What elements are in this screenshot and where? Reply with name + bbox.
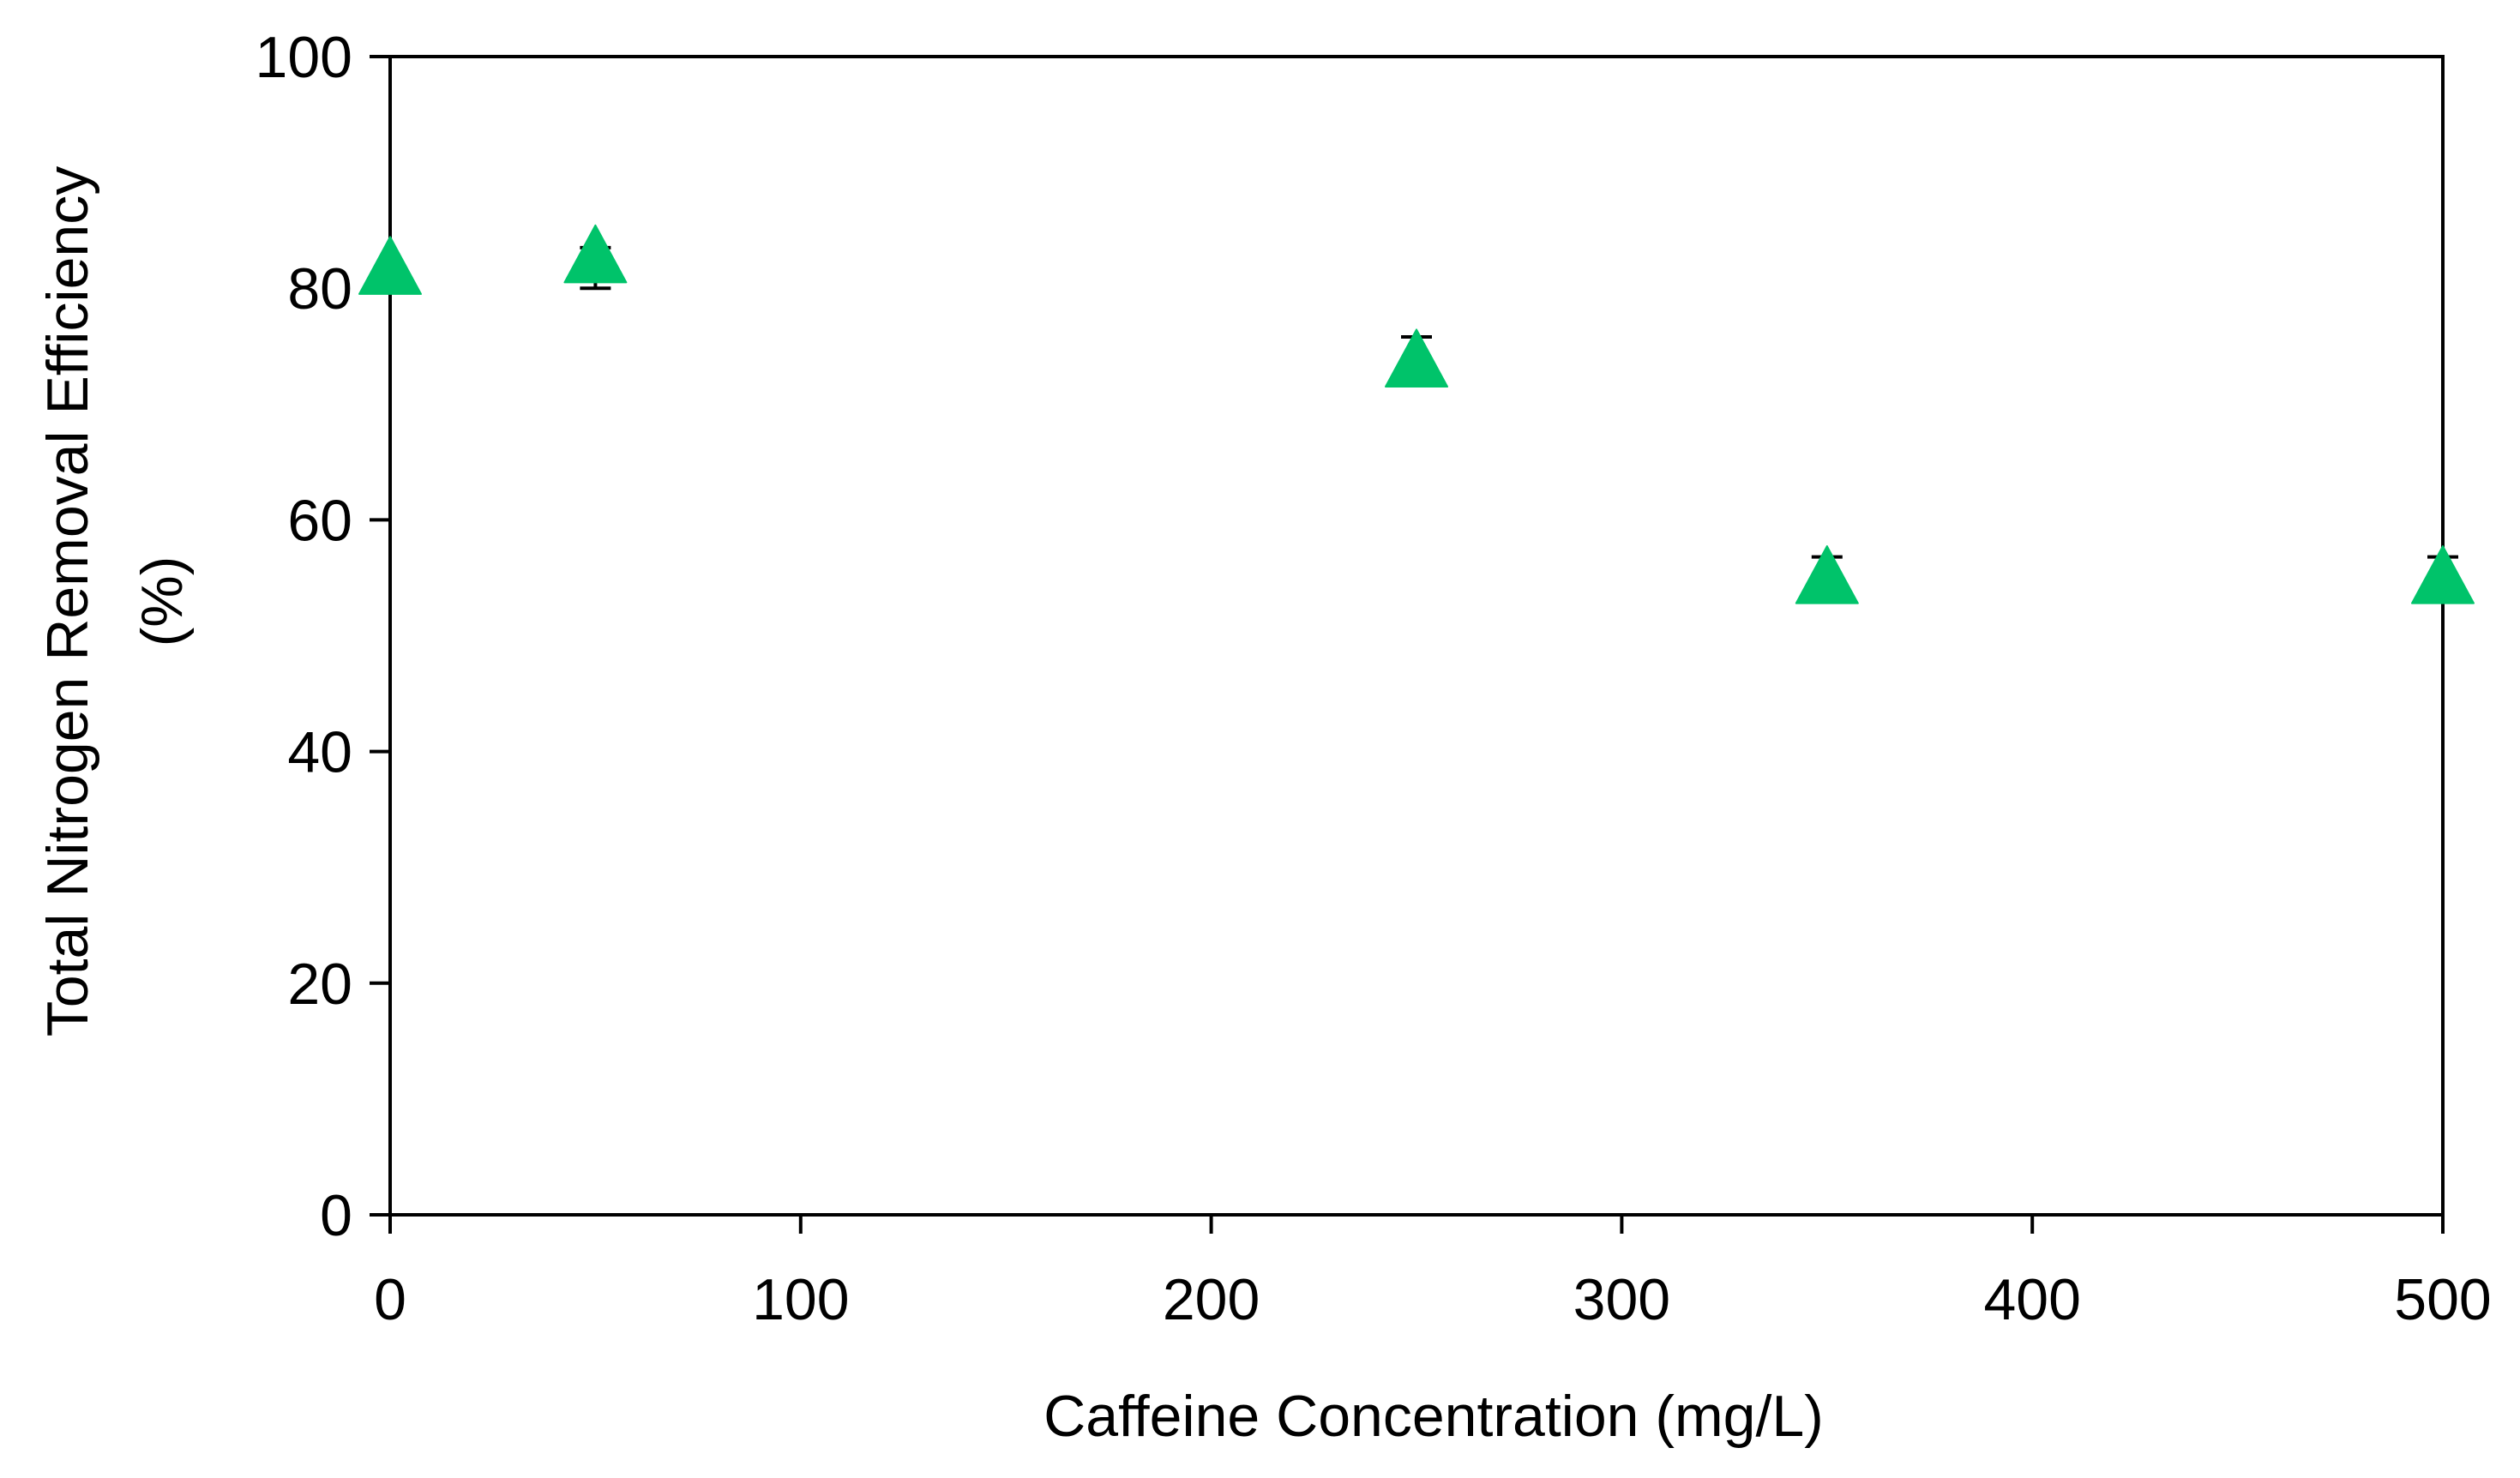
y-tick-label: 20 [287, 952, 352, 1017]
x-tick-label: 500 [2394, 1267, 2491, 1332]
x-tick-label: 400 [1983, 1267, 2080, 1332]
data-points [358, 224, 2475, 604]
data-point-triangle [563, 224, 628, 284]
x-axis-title: Caffeine Concentration (mg/L) [1043, 1384, 1824, 1449]
y-axis-title-line-2: (%) [129, 556, 195, 647]
x-tick-label: 0 [374, 1267, 406, 1332]
x-axis-ticks: 0 100 200 300 400 500 [374, 1215, 2492, 1332]
y-axis-ticks: 0 20 40 60 80 100 [256, 25, 390, 1248]
x-tick-label: 300 [1573, 1267, 1670, 1332]
y-axis-title-line-1: Total Nitrogen Removal Efficiency [35, 166, 100, 1036]
y-tick-label: 0 [320, 1183, 352, 1248]
data-point-triangle [1385, 328, 1448, 388]
data-point-triangle [1795, 545, 1859, 604]
error-bars [580, 245, 2458, 580]
y-tick-label: 100 [256, 25, 352, 90]
y-tick-label: 40 [287, 720, 352, 785]
y-tick-label: 80 [287, 256, 352, 321]
data-point-triangle [358, 236, 422, 295]
plot-area [388, 55, 2445, 1217]
x-tick-label: 200 [1163, 1267, 1260, 1332]
y-tick-label: 60 [287, 488, 352, 553]
x-tick-label: 100 [752, 1267, 849, 1332]
data-point-triangle [2411, 545, 2475, 604]
